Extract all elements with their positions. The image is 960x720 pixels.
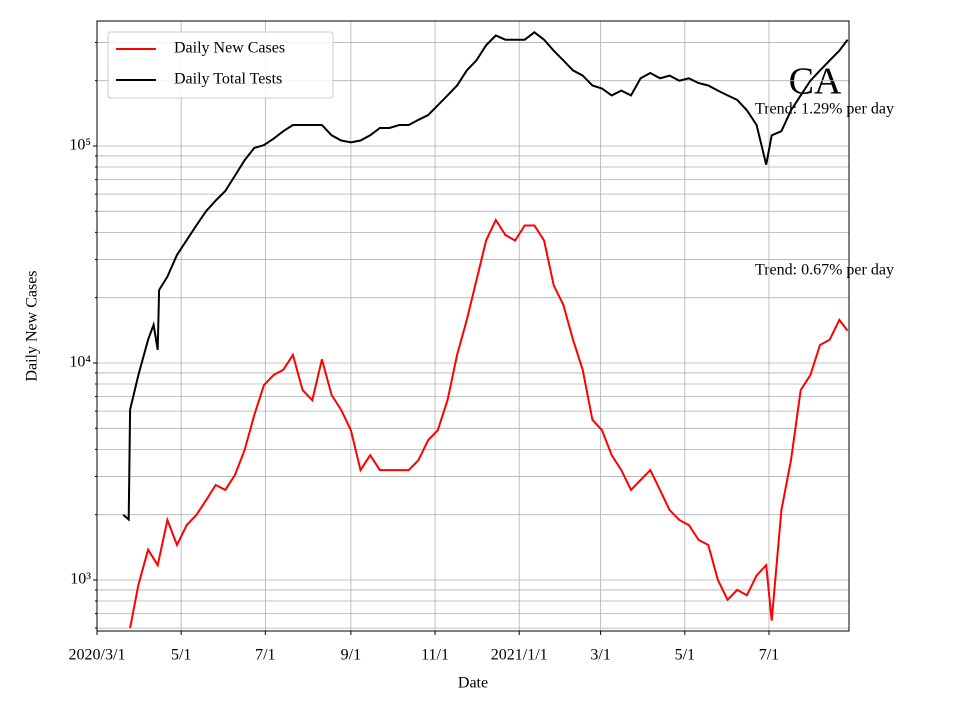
x-tick-label: 3/1 bbox=[590, 647, 610, 664]
legend-label: Daily Total Tests bbox=[174, 71, 282, 88]
x-tick-label: 2021/1/1 bbox=[491, 647, 548, 664]
legend-box bbox=[107, 31, 334, 99]
x-tick-label: 9/1 bbox=[341, 647, 361, 664]
annotation: Trend: 1.29% per day bbox=[755, 101, 894, 118]
chart-title: CA bbox=[789, 61, 842, 103]
x-tick-label: 7/1 bbox=[759, 647, 779, 664]
annotation: Trend: 0.67% per day bbox=[755, 262, 894, 279]
x-tick-label: 5/1 bbox=[675, 647, 695, 664]
y-tick-label: 10³ bbox=[70, 571, 91, 588]
legend-label: Daily New Cases bbox=[174, 40, 285, 57]
x-tick-label: 2020/3/1 bbox=[69, 647, 126, 664]
y-tick-label: 10⁵ bbox=[69, 137, 91, 154]
y-tick-label: 10⁴ bbox=[69, 354, 91, 371]
x-tick-label: 7/1 bbox=[255, 647, 275, 664]
x-axis-label: Date bbox=[458, 675, 488, 692]
y-axis-label: Daily New Cases bbox=[24, 270, 41, 381]
plot-frame bbox=[96, 20, 850, 632]
x-tick-label: 11/1 bbox=[421, 647, 449, 664]
series-line bbox=[129, 217, 849, 629]
x-tick-label: 5/1 bbox=[171, 647, 191, 664]
series-line bbox=[122, 31, 849, 522]
